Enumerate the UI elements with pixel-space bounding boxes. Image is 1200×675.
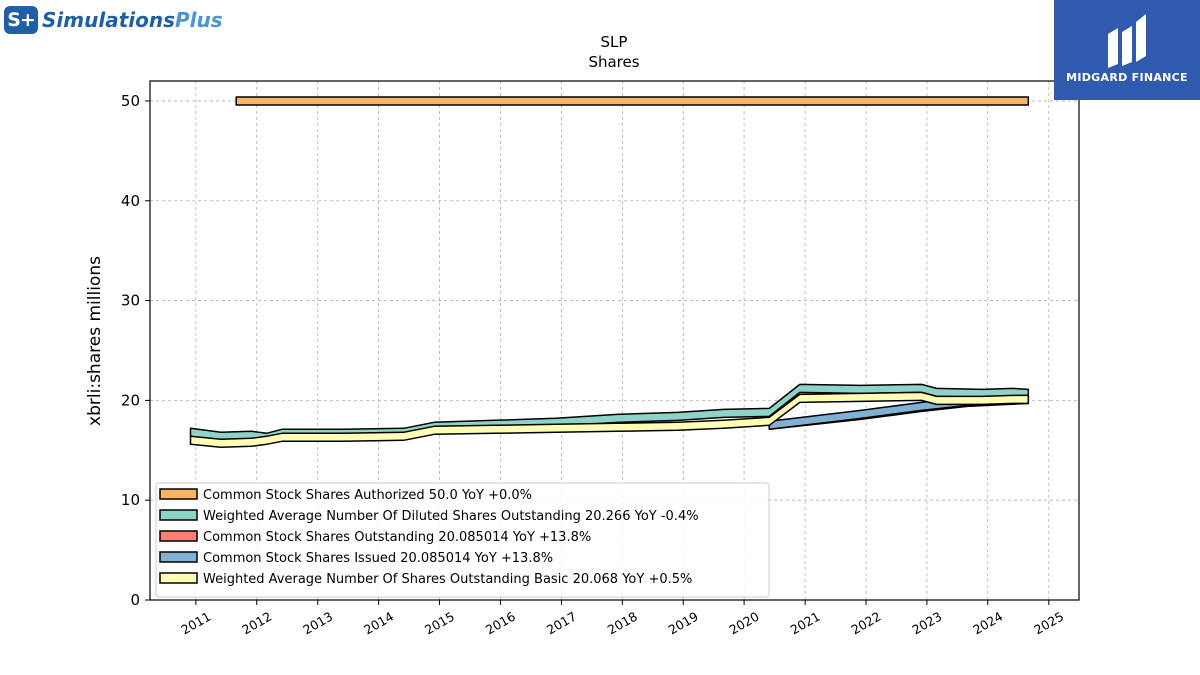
legend: Common Stock Shares Authorized 50.0 YoY … [155,482,770,598]
legend-swatch [159,488,198,500]
x-tick-label: 2022 [848,609,883,638]
chart-subtitle: Shares [588,53,639,71]
series-band [235,96,1030,106]
legend-swatch [159,509,198,521]
y-tick-label: 40 [121,192,140,210]
legend-label: Weighted Average Number Of Shares Outsta… [203,572,692,587]
x-tick-label: 2020 [727,609,762,638]
x-tick-label: 2013 [300,609,335,638]
x-tick-label: 2018 [605,609,640,638]
midgard-emblem-icon [1108,14,1146,68]
chart-title: SLP [601,33,628,51]
x-tick-label: 2015 [422,609,457,638]
logo-mark: S+ [4,6,38,34]
x-tick-label: 2016 [483,609,518,638]
legend-label: Common Stock Shares Outstanding 20.08501… [203,530,591,545]
x-tick-label: 2019 [666,609,701,638]
series-band [189,391,1030,449]
legend-swatch [159,572,198,584]
midgard-brand-text: MIDGARD FINANCE [1066,71,1188,84]
logo-text-plus: Plus [175,8,223,32]
x-tick-label: 2024 [970,609,1005,638]
logo-text: SimulationsPlus [42,8,223,32]
legend-swatch [159,530,198,542]
legend-swatch [159,551,198,563]
x-tick-label: 2023 [909,609,944,638]
x-tick-label: 2011 [178,609,213,638]
midgard-finance-logo: MIDGARD FINANCE [1054,0,1200,100]
series-layer [189,96,1030,449]
y-tick-label: 0 [130,591,140,609]
legend-label: Common Stock Shares Authorized 50.0 YoY … [203,488,532,503]
x-tick-label: 2012 [239,609,274,638]
x-tick-label: 2017 [544,609,579,638]
legend-box [155,482,770,598]
simulations-plus-logo: S+ SimulationsPlus [4,4,223,36]
x-tick-label: 2014 [361,609,396,638]
y-tick-label: 30 [121,292,140,310]
legend-label: Common Stock Shares Issued 20.085014 YoY… [203,551,553,566]
x-tick-label: 2025 [1031,609,1066,638]
y-tick-label: 10 [121,491,140,509]
y-axis-label: xbrli:shares millions [85,256,105,426]
y-tick-label: 20 [121,391,140,409]
logo-text-main: Simulations [42,8,175,32]
plot-frame [149,80,1080,601]
legend-label: Weighted Average Number Of Diluted Share… [203,509,699,524]
y-tick-label: 50 [121,92,140,110]
x-tick-label: 2021 [788,609,823,638]
